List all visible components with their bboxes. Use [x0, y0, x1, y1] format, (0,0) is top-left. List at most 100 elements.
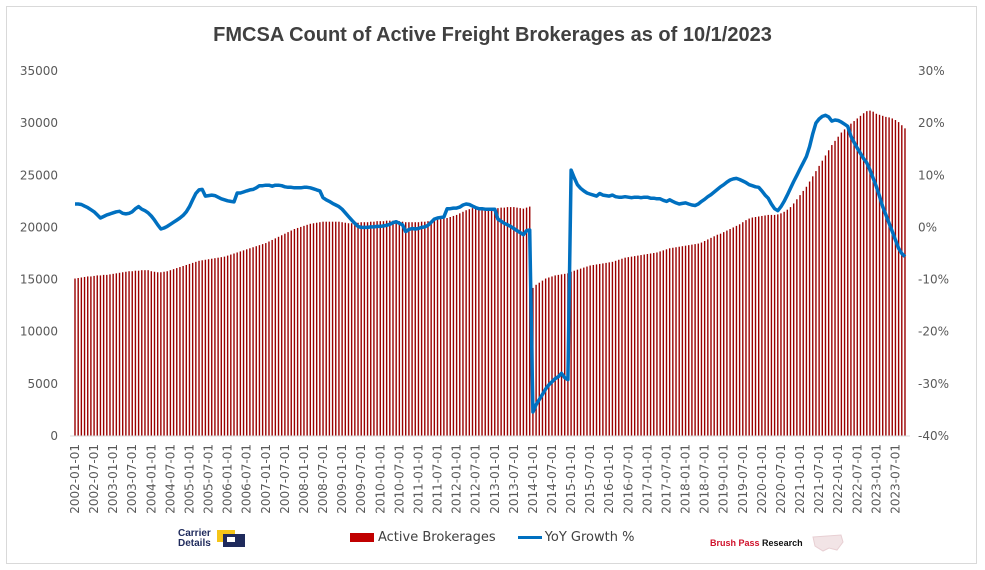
bar — [93, 275, 95, 436]
y-right-tick-label: -20% — [918, 325, 949, 339]
bar — [837, 136, 839, 436]
bar — [818, 165, 820, 436]
bar — [411, 222, 413, 436]
bar — [128, 271, 130, 436]
bar — [856, 118, 858, 436]
yoy-growth-line — [75, 113, 907, 414]
bar — [637, 255, 639, 436]
bar — [541, 280, 544, 436]
bar — [144, 270, 146, 436]
bar — [455, 214, 458, 436]
bar — [719, 233, 722, 436]
bar — [459, 213, 461, 436]
bar — [284, 233, 286, 436]
logo-text: Brush Pass — [710, 538, 760, 548]
bar — [656, 252, 658, 436]
bar — [354, 223, 356, 436]
bar — [252, 247, 254, 436]
x-tick-label: 2009-07-01 — [354, 444, 368, 514]
bar — [182, 266, 184, 436]
bar — [897, 122, 900, 436]
bar — [605, 262, 607, 436]
bar — [548, 277, 550, 436]
x-tick-label: 2008-07-01 — [316, 444, 330, 514]
bar — [392, 220, 394, 436]
bar — [570, 271, 572, 436]
bar — [74, 278, 76, 436]
bar — [827, 150, 830, 436]
bar — [643, 254, 645, 436]
bar — [726, 230, 728, 436]
bar — [500, 207, 502, 436]
bar — [805, 186, 808, 436]
bar — [363, 222, 366, 436]
bar — [758, 216, 760, 436]
bar — [281, 235, 283, 436]
x-tick-label: 2002-07-01 — [87, 444, 101, 514]
bar — [678, 246, 680, 436]
x-tick-label: 2014-01-01 — [526, 444, 540, 514]
bar — [172, 269, 175, 436]
x-tick-label: 2018-01-01 — [679, 444, 693, 514]
bar — [808, 181, 811, 436]
bar — [742, 222, 744, 436]
bar — [366, 222, 369, 436]
bar — [675, 247, 677, 436]
bar — [350, 223, 353, 436]
bar — [325, 221, 327, 436]
bar — [255, 246, 257, 436]
bar — [376, 221, 378, 436]
bar — [478, 207, 480, 436]
bar — [767, 214, 769, 436]
bar — [611, 261, 614, 436]
bar — [185, 264, 187, 436]
y-right-tick-label: 20% — [918, 116, 945, 130]
bar — [614, 260, 617, 436]
bar — [888, 117, 890, 437]
chart-title: FMCSA Count of Active Freight Brokerages… — [213, 24, 772, 46]
bar — [732, 227, 734, 436]
y-left-tick-label: 10000 — [20, 325, 58, 339]
bar — [789, 207, 792, 436]
x-tick-label: 2023-07-01 — [888, 444, 902, 514]
bar — [87, 276, 89, 436]
bar — [710, 237, 712, 436]
bar — [847, 126, 849, 437]
bar — [503, 207, 505, 436]
x-tick-label: 2006-07-01 — [240, 444, 254, 514]
bar — [408, 222, 410, 436]
bar — [878, 114, 881, 437]
bar — [83, 276, 86, 436]
x-tick-label: 2020-07-01 — [774, 444, 788, 514]
bar — [487, 208, 490, 436]
legend: Active Brokerages YoY Growth % — [350, 530, 634, 545]
x-tick-label: 2012-07-01 — [469, 444, 483, 514]
bar — [729, 228, 731, 436]
bar — [290, 230, 292, 436]
bar — [608, 262, 610, 436]
bar — [792, 203, 795, 436]
bar — [560, 274, 563, 436]
bar — [901, 125, 903, 436]
logo-text: Carrier — [178, 528, 211, 539]
bar — [850, 123, 852, 437]
bar — [595, 264, 598, 436]
bar — [630, 256, 633, 436]
bar — [538, 282, 540, 436]
bar — [662, 250, 664, 436]
bar — [147, 270, 149, 436]
bar — [96, 275, 98, 436]
bar — [169, 270, 172, 436]
bar — [770, 214, 773, 436]
x-tick-label: 2023-01-01 — [869, 444, 883, 514]
bar — [236, 252, 238, 436]
bar — [668, 248, 671, 436]
bar — [207, 259, 210, 436]
y-right-tick-label: 30% — [918, 64, 945, 78]
x-tick-label: 2018-07-01 — [698, 444, 712, 514]
bar — [904, 128, 906, 436]
bar — [713, 236, 715, 436]
bar — [490, 208, 493, 436]
bar — [420, 221, 423, 436]
bar — [440, 219, 442, 436]
